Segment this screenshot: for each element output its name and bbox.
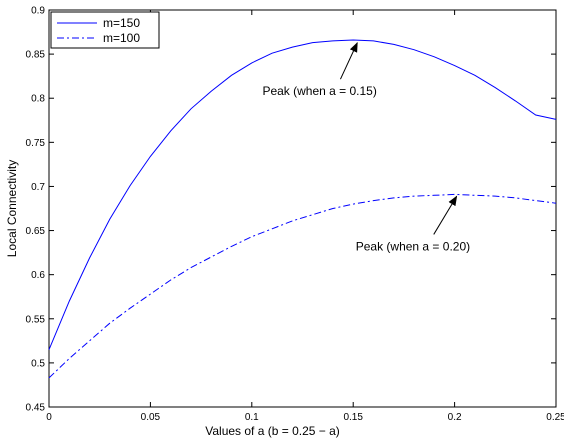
x-tick-label: 0.25 bbox=[546, 412, 564, 423]
legend-label: m=100 bbox=[103, 31, 140, 45]
x-tick-label: 0.1 bbox=[245, 412, 259, 423]
plot-frame bbox=[48, 9, 557, 408]
x-tick-label: 0.2 bbox=[448, 412, 462, 423]
x-axis-label: Values of a (b = 0.25 − a) bbox=[205, 424, 340, 438]
y-tick-label: 0.45 bbox=[26, 403, 46, 414]
y-tick-label: 0.6 bbox=[31, 270, 45, 281]
annotation-label: Peak (when a = 0.15) bbox=[262, 84, 376, 98]
annotation-arrow bbox=[433, 195, 458, 235]
annotation-label: Peak (when a = 0.20) bbox=[356, 239, 470, 253]
annotation-arrow bbox=[339, 41, 358, 80]
y-tick-label: 0.85 bbox=[26, 50, 46, 61]
x-tick-label: 0 bbox=[46, 412, 52, 423]
x-tick-label: 0.05 bbox=[141, 412, 161, 423]
y-tick-label: 0.55 bbox=[26, 314, 46, 325]
y-tick-label: 0.9 bbox=[31, 6, 45, 17]
y-tick-label: 0.65 bbox=[26, 226, 46, 237]
legend-box bbox=[50, 11, 160, 49]
series-line-m-150 bbox=[48, 39, 557, 350]
y-tick-label: 0.5 bbox=[31, 358, 45, 369]
legend-label: m=150 bbox=[103, 16, 140, 30]
series-line-m-100 bbox=[48, 193, 557, 379]
y-tick-label: 0.8 bbox=[31, 94, 45, 105]
x-tick-label: 0.15 bbox=[343, 412, 363, 423]
y-tick-label: 0.75 bbox=[26, 138, 46, 149]
plot-area: 0 0.05 0.1 0.15 0.2 0.25 0.45 0.5 0.55 0.6 0.65 0.7… bbox=[5, 6, 564, 439]
y-tick-label: 0.7 bbox=[31, 182, 45, 193]
y-axis-label: Local Connectivity bbox=[5, 160, 19, 257]
